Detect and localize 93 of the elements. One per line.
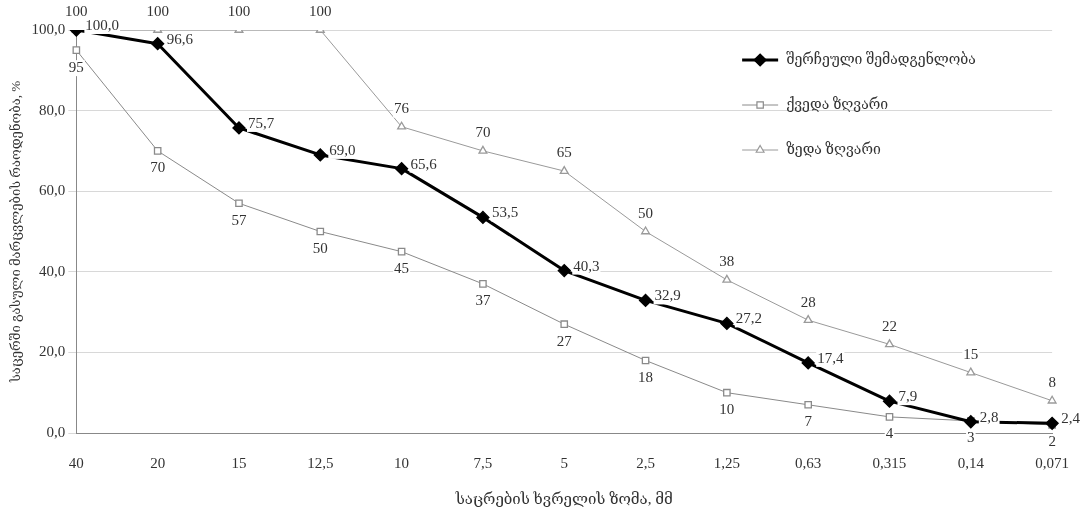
y-tick-label: 80,0 (39, 101, 66, 118)
point (316, 227, 325, 236)
data-label: 28 (800, 293, 816, 310)
point (479, 280, 487, 288)
x-tick-label: 0,315 (872, 454, 907, 471)
point (884, 339, 895, 348)
point (882, 394, 897, 408)
data-label: 100,0 (85, 16, 120, 33)
point (313, 148, 327, 162)
legend-label: შერჩეული შემადგენლობა (786, 49, 976, 67)
point (235, 199, 243, 208)
point (1047, 395, 1057, 404)
data-label: 96,6 (166, 30, 194, 47)
data-label: 4 (885, 425, 894, 442)
x-tick-label: 15 (231, 454, 247, 471)
y-tick-label: 40,0 (39, 262, 66, 279)
data-label: 70 (150, 159, 166, 176)
data-label: 45 (394, 260, 410, 277)
data-label: 50 (638, 204, 654, 221)
data-label: 27 (556, 332, 573, 349)
point (397, 121, 407, 130)
data-label: 100 (146, 3, 169, 20)
data-label: 32,9 (654, 287, 681, 304)
point (638, 293, 653, 308)
point (151, 37, 165, 51)
point (476, 210, 490, 225)
data-label: 65,6 (410, 155, 438, 172)
data-label: 95 (68, 58, 84, 75)
data-label: 2 (1048, 433, 1056, 450)
point (722, 274, 732, 283)
data-label: 100 (65, 3, 88, 20)
data-label: 70 (475, 124, 491, 141)
point (559, 165, 569, 174)
data-label: 7 (804, 413, 813, 430)
x-tick-label: 0,071 (1035, 454, 1069, 471)
point (804, 400, 813, 409)
point (232, 121, 246, 135)
y-tick-label: 20,0 (39, 343, 66, 360)
point (153, 147, 162, 155)
point (72, 46, 81, 54)
x-axis-title: საცრების ხვრელის ზომა, მმ (454, 490, 673, 507)
data-label: 53,5 (491, 204, 519, 221)
x-tick-label: 5 (560, 454, 568, 471)
data-label: 2,4 (1061, 410, 1081, 427)
data-label: 38 (719, 253, 735, 270)
data-label: 100 (309, 3, 332, 20)
x-tick-label: 40 (68, 454, 84, 471)
data-label: 18 (638, 368, 654, 385)
x-tick-label: 0,63 (795, 454, 822, 471)
y-tick-label: 60,0 (39, 182, 66, 199)
data-label: 37 (475, 292, 491, 309)
legend-label: ქვედა ზღვარი (786, 95, 889, 112)
point (478, 145, 488, 154)
point (885, 413, 894, 421)
legend-label: ზედა ზღვარი (786, 140, 881, 157)
data-label: 40,3 (573, 257, 600, 274)
point (966, 367, 976, 376)
data-label: 22 (882, 317, 897, 334)
data-label: 27,2 (735, 310, 763, 327)
point (394, 161, 409, 176)
y-axis-title: საცერში გასული მარცვლების რაოდენობა, % (8, 80, 24, 384)
data-label: 17,4 (817, 349, 844, 366)
data-label: 76 (394, 100, 410, 117)
point (803, 315, 813, 324)
data-label: 100 (227, 3, 251, 20)
data-label: 69,0 (329, 141, 356, 158)
data-label: 75,7 (247, 114, 275, 131)
data-label: 2,8 (979, 408, 999, 425)
point (801, 356, 815, 370)
y-tick-label: 100,0 (31, 20, 66, 37)
point (720, 316, 734, 331)
point (560, 320, 569, 329)
data-label: 10 (719, 401, 735, 418)
point (557, 263, 571, 278)
x-tick-label: 1,25 (713, 454, 740, 471)
point (641, 226, 651, 235)
x-tick-label: 7,5 (473, 454, 493, 471)
x-tick-label: 0,14 (957, 454, 985, 471)
x-tick-label: 12,5 (307, 454, 334, 471)
x-tick-label: 20 (150, 454, 166, 471)
data-label: 7,9 (898, 388, 918, 405)
data-label: 8 (1048, 374, 1056, 391)
point (723, 388, 731, 397)
point (1045, 416, 1059, 430)
y-tick-label: 0,0 (46, 423, 66, 440)
point (964, 415, 978, 429)
data-label: 65 (556, 144, 572, 161)
data-label: 50 (312, 239, 328, 256)
x-tick-label: 2,5 (636, 454, 655, 471)
data-label: 57 (231, 211, 247, 228)
data-label: 15 (963, 345, 979, 362)
data-label: 3 (967, 429, 975, 446)
x-tick-label: 10 (394, 454, 410, 471)
